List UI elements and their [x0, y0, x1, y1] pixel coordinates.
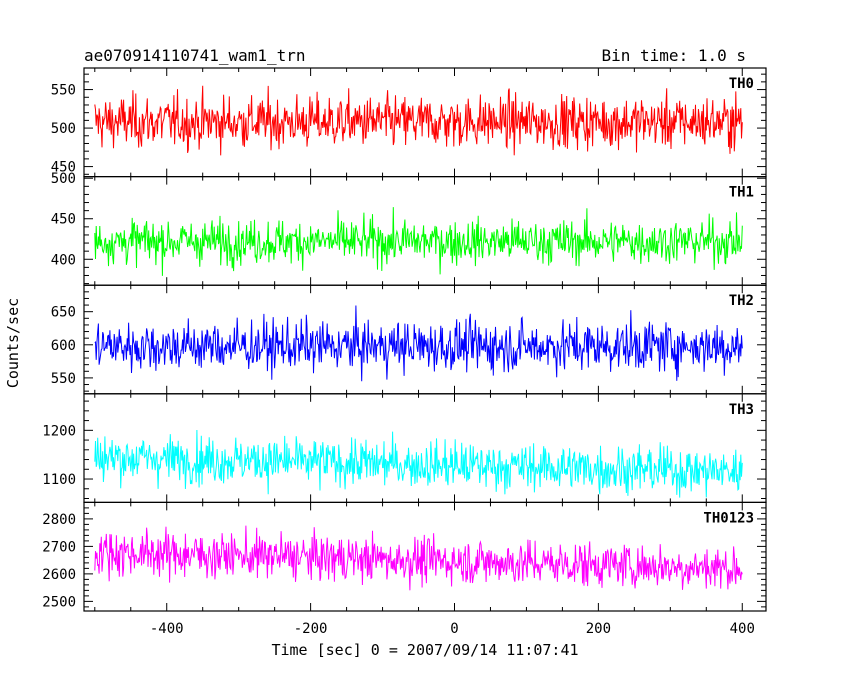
y-tick-label: 2800 — [42, 512, 76, 528]
panel-th2: 550 600 650 TH2 — [51, 284, 767, 395]
y-tick-label: 600 — [51, 338, 76, 354]
x-tick-label: 400 — [730, 621, 755, 637]
panel-th0123: 2500 2600 2700 2800 TH0123 — [42, 501, 767, 612]
panel-label-th2: TH2 — [729, 293, 754, 309]
panel-label-th1: TH1 — [729, 185, 754, 201]
x-tick-label: -200 — [294, 621, 328, 637]
y-tick-label: 1100 — [42, 472, 76, 488]
x-axis: -400 -200 0 200 400 — [150, 621, 755, 637]
panel-th3: 1100 1200 TH3 — [42, 393, 767, 503]
y-tick-label: 2700 — [42, 539, 76, 555]
chart-title: ae070914110741_wam1_trn — [84, 46, 306, 65]
y-tick-label: 2500 — [42, 594, 76, 610]
panel-label-th3: TH3 — [729, 402, 754, 418]
bin-time-label: Bin time: 1.0 s — [602, 46, 747, 65]
y-tick-label: 450 — [51, 212, 76, 228]
y-tick-label: 500 — [51, 121, 76, 137]
x-tick-label: 200 — [586, 621, 611, 637]
x-tick-label: -400 — [150, 621, 184, 637]
y-tick-label: 400 — [51, 252, 76, 268]
panel-frame — [83, 501, 767, 612]
series-line-th0 — [94, 85, 743, 156]
panel-th1: 400 450 500 TH1 — [51, 171, 767, 286]
panel-frame — [83, 176, 767, 286]
x-axis-label: Time [sec] 0 = 2007/09/14 11:07:41 — [271, 641, 578, 659]
y-tick-label: 550 — [51, 83, 76, 99]
x-tick-label: 0 — [450, 621, 458, 637]
panel-label-th0: TH0 — [729, 76, 754, 92]
y-tick-label: 500 — [51, 171, 76, 187]
panel-label-th0123: TH0123 — [703, 510, 754, 526]
y-tick-label: 550 — [51, 371, 76, 387]
series-line-th3 — [94, 429, 743, 498]
y-tick-label: 1200 — [42, 423, 76, 439]
series-line-th2 — [94, 305, 743, 382]
y-axis-label: Counts/sec — [4, 298, 22, 388]
panel-th0: 450 500 550 TH0 — [51, 67, 767, 178]
y-tick-label: 2600 — [42, 567, 76, 583]
series-line-th0123 — [94, 525, 743, 591]
y-tick-label: 450 — [51, 160, 76, 176]
series-line-th1 — [94, 207, 743, 276]
y-tick-label: 650 — [51, 305, 76, 321]
